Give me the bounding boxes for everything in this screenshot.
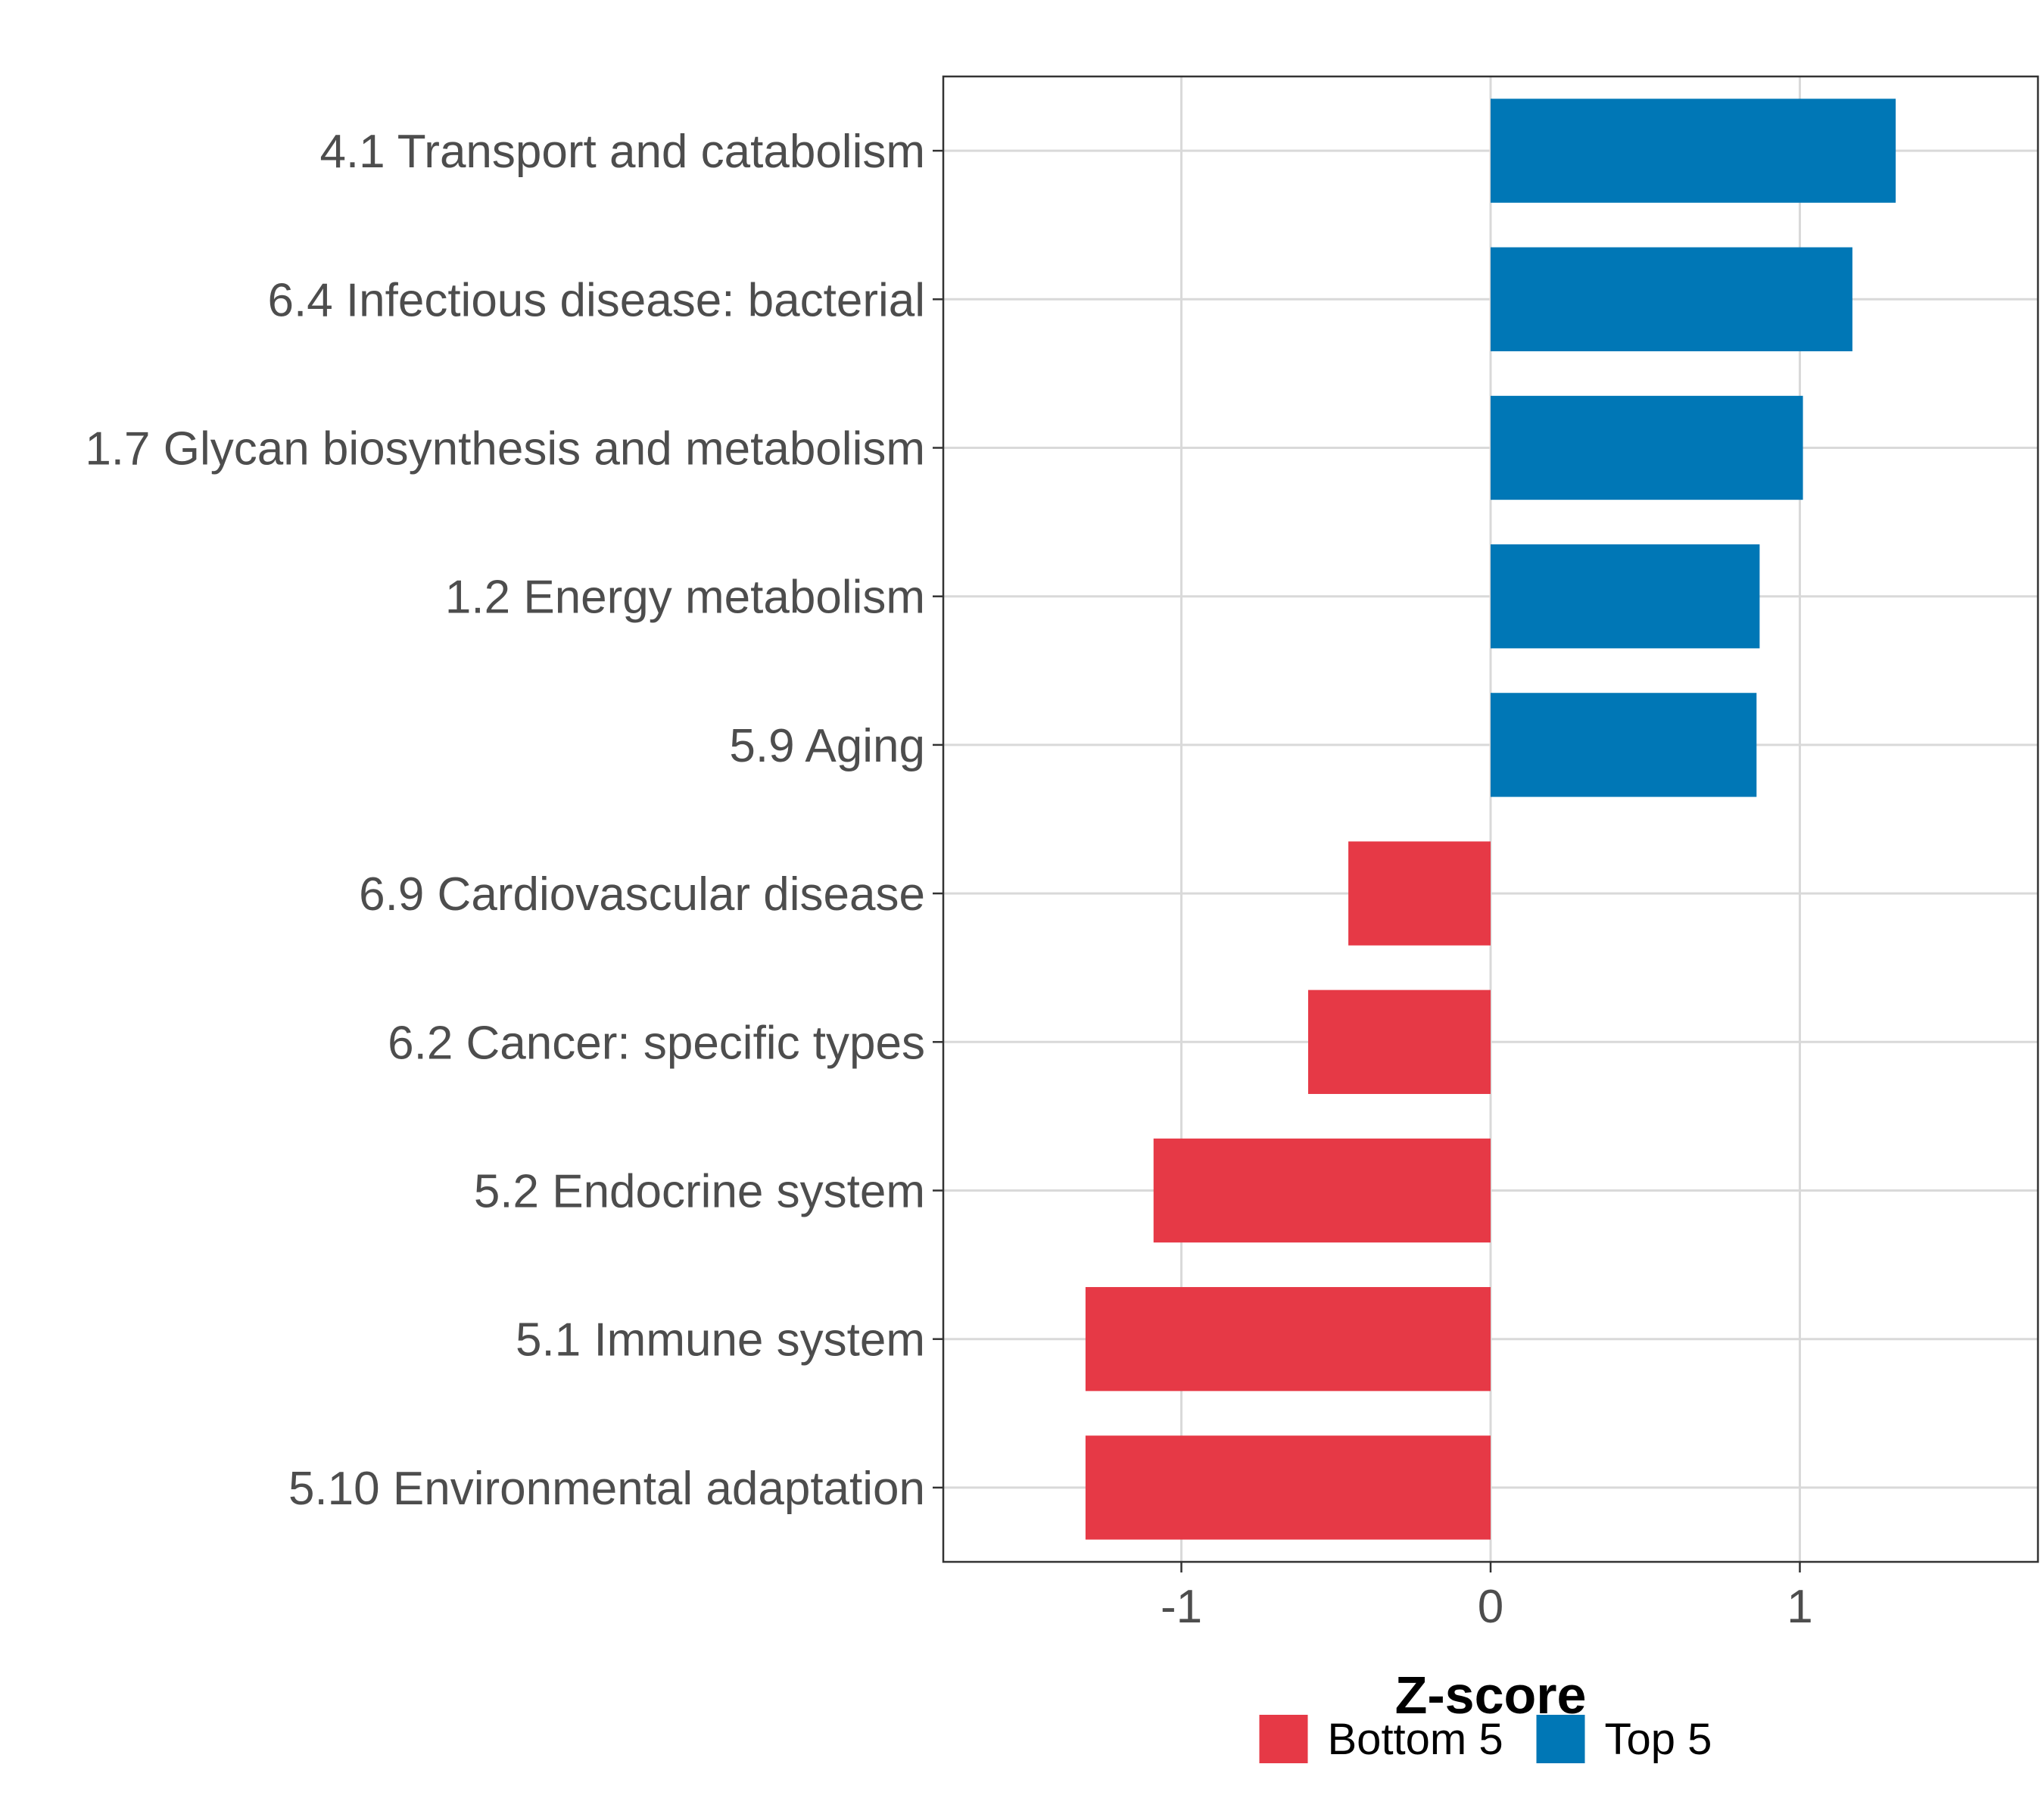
- x-tick-label: 0: [1478, 1581, 1503, 1633]
- bar: [1348, 841, 1491, 946]
- x-axis: -1 0 1: [1161, 1562, 1813, 1633]
- legend-label: Top 5: [1605, 1715, 1712, 1764]
- y-tick-label: 5.1 Immune system: [516, 1314, 925, 1367]
- bar: [1491, 98, 1896, 203]
- legend-label: Bottom 5: [1328, 1715, 1503, 1764]
- x-tick-label: 1: [1787, 1581, 1812, 1633]
- bar: [1085, 1435, 1491, 1540]
- y-tick-label: 5.10 Environmental adaptation: [288, 1463, 925, 1515]
- bar: [1491, 247, 1852, 351]
- legend-swatch: [1536, 1715, 1585, 1763]
- bar-layer: [1085, 98, 1896, 1540]
- y-tick-label: 5.2 Endocrine system: [474, 1166, 925, 1218]
- legend-swatch: [1259, 1715, 1308, 1763]
- y-tick-label: 1.2 Energy metabolism: [445, 572, 925, 624]
- y-tick-label: 6.4 Infectious disease: bacterial: [267, 274, 925, 326]
- bar: [1308, 990, 1491, 1094]
- y-tick-label: 6.2 Cancer: specific types: [388, 1017, 925, 1069]
- bar: [1491, 544, 1760, 649]
- legend: Bottom 5 Top 5: [1259, 1715, 1712, 1764]
- bar: [1491, 693, 1757, 797]
- x-tick-label: -1: [1161, 1581, 1202, 1633]
- y-tick-label: 6.9 Cardiovascular disease: [359, 868, 925, 921]
- y-axis: 4.1 Transport and catabolism 6.4 Infectio…: [85, 126, 943, 1515]
- bar: [1153, 1138, 1491, 1243]
- y-tick-label: 4.1 Transport and catabolism: [319, 126, 925, 178]
- bar: [1491, 395, 1803, 500]
- bar: [1085, 1287, 1491, 1392]
- y-tick-label: 1.7 Glycan biosynthesis and metabolism: [85, 423, 925, 475]
- y-tick-label: 5.9 Aging: [729, 720, 925, 772]
